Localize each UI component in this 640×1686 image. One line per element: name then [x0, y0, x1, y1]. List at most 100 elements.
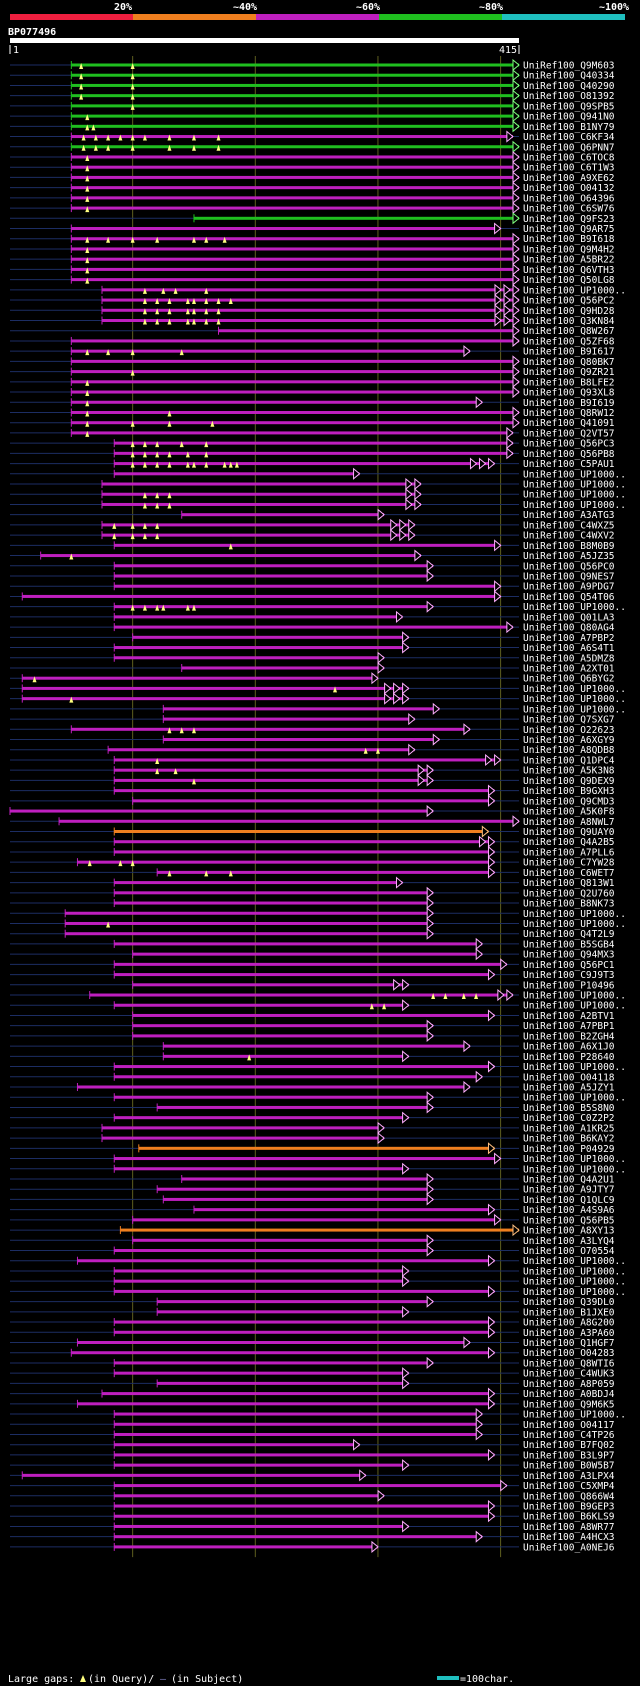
hit-bar: [114, 1504, 495, 1508]
hit-gap-marker: [93, 134, 98, 141]
hit-arrow: [426, 1295, 434, 1308]
hit-arrow: [487, 856, 496, 869]
hit-arrow: [494, 1152, 502, 1165]
hit-arrow: [402, 1111, 410, 1124]
hit-bar: [71, 186, 519, 190]
hit-row: UniRef100_Q4T2L9: [10, 927, 615, 940]
hit-bar: [114, 758, 501, 762]
hit-label: UniRef100_A7PLL6: [523, 847, 615, 858]
hit-row: UniRef100_UP1000..: [10, 1264, 626, 1278]
hit-label: UniRef100_A8WR77: [523, 1522, 615, 1533]
hit-row: UniRef100_Q4A2B5: [10, 835, 615, 848]
hit-arrow: [494, 753, 502, 767]
hit-arrow: [503, 304, 511, 317]
hit-arrow: [512, 416, 520, 429]
hit-bar: [77, 1085, 470, 1089]
hit-arrow: [512, 253, 520, 266]
hit-gap-marker: [204, 287, 209, 294]
hit-bar: [71, 165, 519, 169]
hit-label: UniRef100_C4WXZ5: [523, 520, 615, 531]
hit-row: UniRef100_Q50LG8: [10, 273, 615, 286]
hit-arrow: [487, 845, 496, 859]
hit-bar: [163, 1044, 470, 1048]
hit-label: UniRef100_B0W5B7: [523, 1461, 615, 1472]
hit-arrow: [405, 488, 413, 501]
hit-gap-marker: [81, 144, 86, 151]
hit-bar: [114, 1003, 409, 1007]
hit-arrow: [377, 1489, 385, 1502]
hit-gap-marker: [69, 696, 74, 703]
hit-row: UniRef100_Q9M6K5: [10, 1397, 615, 1410]
hit-bar: [22, 594, 501, 598]
hit-row: UniRef100_A5BR22: [10, 253, 615, 266]
hit-label: UniRef100_P04929: [523, 1144, 615, 1155]
hit-arrow: [426, 774, 434, 787]
hit-bar: [89, 993, 513, 997]
hit-gap-marker: [155, 522, 160, 529]
hit-label: UniRef100_UP1000..: [523, 1001, 626, 1012]
hit-label: UniRef100_A4HCX3: [523, 1532, 615, 1543]
hit-gap-marker: [216, 318, 221, 325]
hit-arrow: [402, 1264, 410, 1278]
hit-bar: [114, 1514, 495, 1518]
hit-arrow: [402, 1520, 410, 1533]
hit-row: UniRef100_Q2VT57: [10, 426, 615, 439]
hit-label: UniRef100_A3LPX4: [523, 1471, 615, 1482]
hit-row: UniRef100_A5JZY1: [10, 1080, 615, 1094]
hit-label: UniRef100_Q6VTH3: [523, 265, 615, 276]
hit-row: UniRef100_B9GEP3: [10, 1499, 615, 1513]
hit-gap-marker: [155, 604, 160, 611]
hit-bar: [193, 1208, 495, 1212]
hit-gap-marker: [167, 492, 172, 499]
hit-arrow: [512, 375, 520, 388]
hit-bar: [114, 1075, 483, 1079]
hit-gap-marker: [155, 461, 160, 468]
hit-gap-marker: [85, 124, 90, 131]
hit-gap-marker: [155, 318, 160, 325]
hit-gap-marker: [204, 461, 209, 468]
hit-label: UniRef100_Q9HD28: [523, 306, 615, 317]
hit-gap-marker: [93, 144, 98, 151]
hit-row: UniRef100_B2ZGH4: [10, 1029, 615, 1042]
hit-row: UniRef100_Q6PNN7: [10, 140, 615, 153]
hit-arrow: [487, 968, 496, 981]
hit-bar: [22, 697, 409, 701]
hit-gap-marker: [191, 144, 196, 151]
hit-bar: [114, 1453, 495, 1457]
hit-label: UniRef100_Q1DPC4: [523, 755, 615, 766]
hit-gap-marker: [85, 185, 90, 192]
hit-label: UniRef100_B2ZGH4: [523, 1031, 615, 1042]
hit-label: UniRef100_UP1000..: [523, 1256, 626, 1267]
hit-gap-marker: [167, 502, 172, 509]
hit-gap-marker: [130, 134, 135, 141]
hit-gap-marker: [85, 400, 90, 407]
hit-bar: [71, 339, 519, 343]
hit-arrow: [494, 590, 502, 603]
hit-gap-marker: [106, 144, 111, 151]
hit-row: UniRef100_A5JZ35: [10, 549, 615, 562]
hit-arrow: [478, 835, 487, 848]
hit-label: UniRef100_C6KF34: [523, 132, 615, 143]
hit-gap-marker: [155, 502, 160, 509]
hit-row: UniRef100_A9JTY7: [10, 1183, 615, 1196]
hit-arrow: [512, 815, 520, 828]
hit-label: UniRef100_A3ATG3: [523, 510, 615, 521]
hit-label: UniRef100_A5JZY1: [523, 1083, 615, 1094]
hit-bar: [163, 717, 415, 721]
hit-row: UniRef100_UP1000..: [10, 1152, 626, 1165]
hit-label: UniRef100_B9GXH3: [523, 786, 615, 797]
hit-arrow: [426, 886, 434, 899]
hit-gap-marker: [130, 860, 135, 867]
legend-segment-magenta: [256, 14, 379, 20]
hit-row: UniRef100_B7FQ02: [10, 1438, 615, 1451]
scale-text: =100char.: [460, 1674, 514, 1685]
hit-arrow: [426, 600, 434, 613]
hit-row: UniRef100_B8LFE2: [10, 375, 615, 388]
hit-bar: [157, 1381, 409, 1385]
hit-label: UniRef100_Q50LG8: [523, 275, 615, 286]
hit-gap-marker: [443, 993, 448, 1000]
hit-bar: [71, 727, 470, 731]
hit-label: UniRef100_Q941N0: [523, 112, 615, 123]
hit-row: UniRef100_Q56PC3: [10, 437, 615, 450]
hit-arrow: [426, 1234, 434, 1247]
